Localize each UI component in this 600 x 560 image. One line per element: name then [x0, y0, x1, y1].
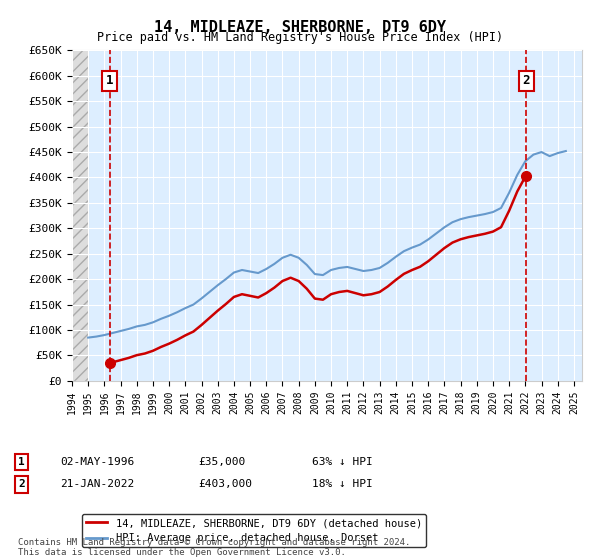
Legend: 14, MIDLEAZE, SHERBORNE, DT9 6DY (detached house), HPI: Average price, detached : 14, MIDLEAZE, SHERBORNE, DT9 6DY (detach…	[82, 514, 426, 547]
Text: 1: 1	[106, 74, 113, 87]
Text: Price paid vs. HM Land Registry's House Price Index (HPI): Price paid vs. HM Land Registry's House …	[97, 31, 503, 44]
Text: 2: 2	[523, 74, 530, 87]
Text: £403,000: £403,000	[198, 479, 252, 489]
Text: 18% ↓ HPI: 18% ↓ HPI	[312, 479, 373, 489]
Text: 14, MIDLEAZE, SHERBORNE, DT9 6DY: 14, MIDLEAZE, SHERBORNE, DT9 6DY	[154, 20, 446, 35]
Text: 1: 1	[18, 457, 25, 467]
Text: 63% ↓ HPI: 63% ↓ HPI	[312, 457, 373, 467]
Bar	[72, 50, 88, 381]
Text: 02-MAY-1996: 02-MAY-1996	[60, 457, 134, 467]
Text: £35,000: £35,000	[198, 457, 245, 467]
Text: 2: 2	[18, 479, 25, 489]
Text: 21-JAN-2022: 21-JAN-2022	[60, 479, 134, 489]
Bar	[72, 50, 88, 381]
Text: Contains HM Land Registry data © Crown copyright and database right 2024.
This d: Contains HM Land Registry data © Crown c…	[18, 538, 410, 557]
